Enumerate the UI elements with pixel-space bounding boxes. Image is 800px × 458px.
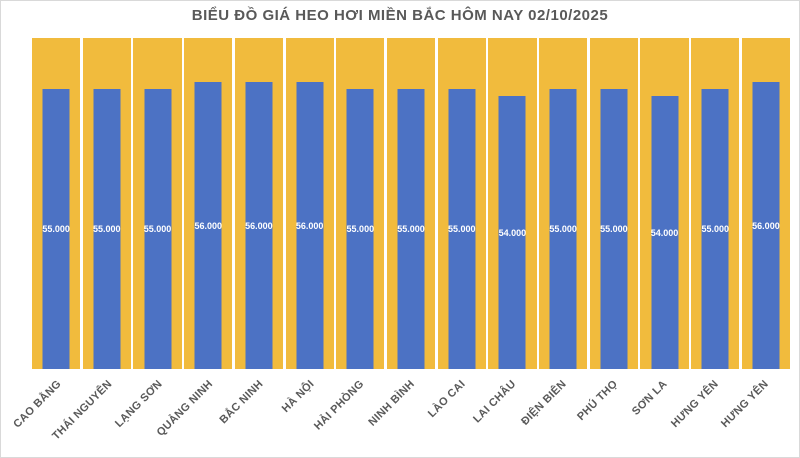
bar-value-label: 55.000	[600, 224, 628, 234]
x-axis-category-label: ĐIỆN BIÊN	[519, 378, 570, 428]
bar-value-label: 56.000	[752, 220, 780, 231]
bar-value-label: 56.000	[194, 220, 222, 231]
bar-value-label: 55.000	[447, 224, 476, 234]
bar-value-label: 55.000	[346, 224, 375, 234]
x-axis-category-label: CAO BẰNG	[11, 378, 64, 431]
price-bar[interactable]: 54.000	[651, 96, 678, 369]
price-bar[interactable]: 55.000	[42, 89, 70, 369]
bar-value-label: 54.000	[650, 227, 679, 238]
price-bar[interactable]: 55.000	[397, 89, 425, 369]
category-background-column: 55.000	[539, 38, 588, 369]
bar-value-label: 55.000	[93, 224, 121, 234]
category-background-column: 55.000	[386, 38, 436, 369]
price-bar[interactable]: 56.000	[752, 82, 780, 369]
category-background-column: 56.000	[741, 38, 791, 369]
price-bar[interactable]: 54.000	[499, 96, 526, 369]
price-bar[interactable]: 55.000	[600, 89, 628, 369]
category-background-column: 56.000	[184, 38, 233, 369]
x-axis-category-label: LÀO CAI	[426, 378, 469, 420]
bar-value-label: 55.000	[397, 224, 425, 234]
price-bar[interactable]: 55.000	[144, 89, 171, 369]
x-axis-category-label: HÀ NỘI	[279, 378, 317, 415]
x-axis-category-label: HƯNG YÊN	[719, 378, 772, 430]
price-bar[interactable]: 56.000	[245, 82, 273, 369]
price-bar[interactable]: 55.000	[93, 89, 121, 369]
category-background-column: 55.000	[437, 38, 486, 369]
price-bar[interactable]: 55.000	[701, 89, 729, 369]
price-bar[interactable]: 55.000	[347, 89, 374, 369]
bar-value-label: 55.000	[701, 224, 729, 234]
category-background-column: 54.000	[640, 38, 689, 369]
x-axis-category-label: LAI CHÂU	[471, 378, 519, 426]
price-bar[interactable]: 55.000	[448, 89, 475, 369]
x-axis-category-label: LẠNG SƠN	[113, 378, 165, 430]
x-axis-category-label: SƠN LA	[630, 378, 671, 418]
x-axis-category-label: HƯNG YÊN	[668, 378, 721, 430]
category-background-column: 55.000	[691, 38, 740, 369]
bar-value-label: 55.000	[42, 224, 70, 234]
bar-value-label: 56.000	[295, 220, 324, 231]
price-bar[interactable]: 56.000	[296, 82, 323, 369]
bar-value-label: 56.000	[245, 220, 273, 231]
bar-value-label: 55.000	[549, 224, 577, 234]
category-background-column: 55.000	[133, 38, 182, 369]
category-background-column: 55.000	[336, 38, 385, 369]
price-bar[interactable]: 55.000	[549, 89, 577, 369]
category-background-column: 55.000	[82, 38, 131, 369]
x-axis-category-label: BẮC NINH	[217, 378, 266, 427]
plot-area: 55.000 55.000 55.000 56.000 56.000 56.000 55.0…	[32, 38, 791, 369]
category-background-column: 56.000	[285, 38, 334, 369]
chart-title: BIỂU ĐỒ GIÁ HEO HƠI MIỀN BẮC HÔM NAY 02/…	[191, 7, 609, 24]
category-background-column: 54.000	[488, 38, 537, 369]
x-axis-category-label: NINH BÌNH	[366, 378, 418, 429]
x-axis-category-label: HẢI PHÒNG	[312, 378, 367, 433]
category-background-column: 55.000	[589, 38, 638, 369]
bar-value-label: 55.000	[143, 224, 172, 234]
category-background-column: 55.000	[32, 38, 81, 369]
price-bar[interactable]: 56.000	[194, 82, 222, 369]
category-background-column: 56.000	[234, 38, 284, 369]
bar-value-label: 54.000	[498, 227, 527, 238]
x-axis-category-label: PHÚ THỌ	[574, 378, 620, 423]
